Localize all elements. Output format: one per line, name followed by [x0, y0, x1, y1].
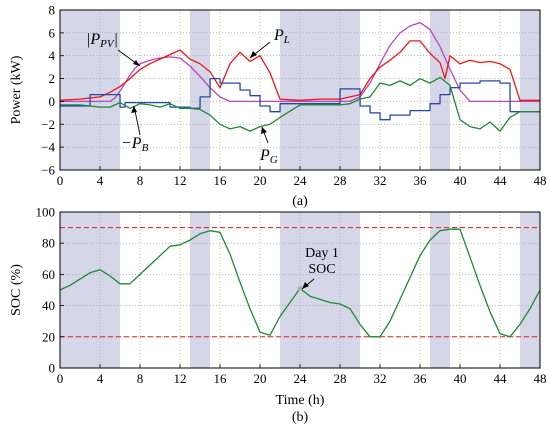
- x-tick-label: 28: [334, 371, 347, 386]
- day1-soc-marker: [297, 285, 303, 291]
- x-tick-label: 4: [97, 371, 104, 386]
- annotation-battery: −PB: [121, 105, 149, 154]
- series-line-battery: [60, 77, 540, 121]
- series-line-pv: [60, 21, 540, 103]
- shaded-interval-2: [280, 212, 360, 368]
- shaded-interval-0: [60, 212, 120, 368]
- top-ylabel: Power (kW): [9, 55, 24, 124]
- day1-label-line1: Day 1: [305, 246, 339, 261]
- x-tick-label: 0: [57, 371, 64, 386]
- x-tick-label: 8: [137, 371, 144, 386]
- y-tick-label: 4: [49, 48, 56, 63]
- day1-arrowhead: [302, 282, 309, 289]
- y-tick-label: 80: [42, 236, 55, 251]
- y-tick-label: −2: [41, 117, 55, 132]
- shaded-interval-1: [190, 212, 210, 368]
- y-tick-label: 20: [42, 329, 55, 344]
- y-tick-label: 0: [49, 94, 56, 109]
- x-tick-label: 32: [374, 173, 387, 188]
- x-tick-label: 24: [294, 371, 308, 386]
- shaded-interval-3: [430, 212, 450, 368]
- y-tick-label: −6: [41, 163, 55, 178]
- y-tick-label: 8: [49, 3, 56, 18]
- top-shaded-intervals: [60, 10, 540, 170]
- bottom-xlabel: Time (h): [276, 393, 325, 408]
- x-tick-label: 24: [294, 173, 308, 188]
- annotation-grid: PG: [259, 126, 278, 166]
- load-arrowhead: [250, 51, 257, 58]
- annotation-day1-soc: Day 1 SOC: [301, 246, 339, 290]
- bottom-shaded-intervals: [60, 212, 540, 368]
- y-tick-label: 6: [49, 25, 56, 40]
- x-tick-label: 40: [454, 173, 467, 188]
- x-tick-label: 36: [414, 173, 428, 188]
- x-tick-label: 12: [174, 371, 187, 386]
- shaded-interval-0: [60, 10, 120, 170]
- shaded-interval-4: [520, 212, 540, 368]
- annotation-load: PL: [249, 27, 290, 59]
- x-tick-label: 44: [494, 173, 508, 188]
- x-tick-label: 4: [97, 173, 104, 188]
- x-tick-label: 16: [214, 173, 228, 188]
- x-tick-label: 32: [374, 371, 387, 386]
- bottom-series-lines: [59, 228, 541, 338]
- soc-limit-lines: [60, 227, 540, 338]
- shaded-interval-3: [430, 10, 450, 170]
- load-label: PL: [273, 27, 290, 46]
- annotation-pv: |PPV|: [86, 31, 141, 67]
- x-tick-label: 36: [414, 371, 428, 386]
- battery-label: −PB: [121, 135, 149, 154]
- shaded-interval-1: [190, 10, 210, 170]
- bottom-caption: (b): [292, 410, 309, 425]
- series-line-grid: [60, 76, 540, 132]
- x-tick-label: 28: [334, 173, 347, 188]
- y-tick-label: 0: [49, 361, 56, 376]
- day1-label-line2: SOC: [308, 262, 335, 277]
- shaded-interval-2: [280, 10, 360, 170]
- bottom-ylabel: SOC (%): [9, 264, 24, 316]
- x-tick-label: 20: [254, 173, 267, 188]
- x-tick-label: 20: [254, 371, 267, 386]
- battery-arrowhead: [131, 106, 137, 113]
- y-tick-label: 2: [49, 71, 56, 86]
- y-tick-label: 100: [36, 205, 56, 220]
- series-line-load: [59, 40, 540, 101]
- top-series-lines: [59, 21, 540, 132]
- x-tick-label: 0: [57, 173, 64, 188]
- x-tick-label: 12: [174, 173, 187, 188]
- pv-arrowhead: [133, 60, 140, 66]
- x-tick-label: 40: [454, 371, 467, 386]
- x-tick-label: 8: [137, 173, 144, 188]
- y-tick-label: −4: [41, 140, 55, 155]
- x-tick-label: 48: [534, 173, 547, 188]
- y-tick-label: 60: [42, 267, 55, 282]
- x-tick-label: 48: [534, 371, 547, 386]
- x-tick-label: 16: [214, 371, 228, 386]
- shaded-interval-4: [520, 10, 540, 170]
- grid-label: PG: [259, 147, 278, 166]
- y-tick-label: 40: [42, 298, 55, 313]
- pv-label: |PPV|: [86, 31, 118, 50]
- top-caption: (a): [292, 194, 308, 209]
- x-tick-label: 44: [494, 371, 508, 386]
- grid-arrowhead: [261, 127, 267, 134]
